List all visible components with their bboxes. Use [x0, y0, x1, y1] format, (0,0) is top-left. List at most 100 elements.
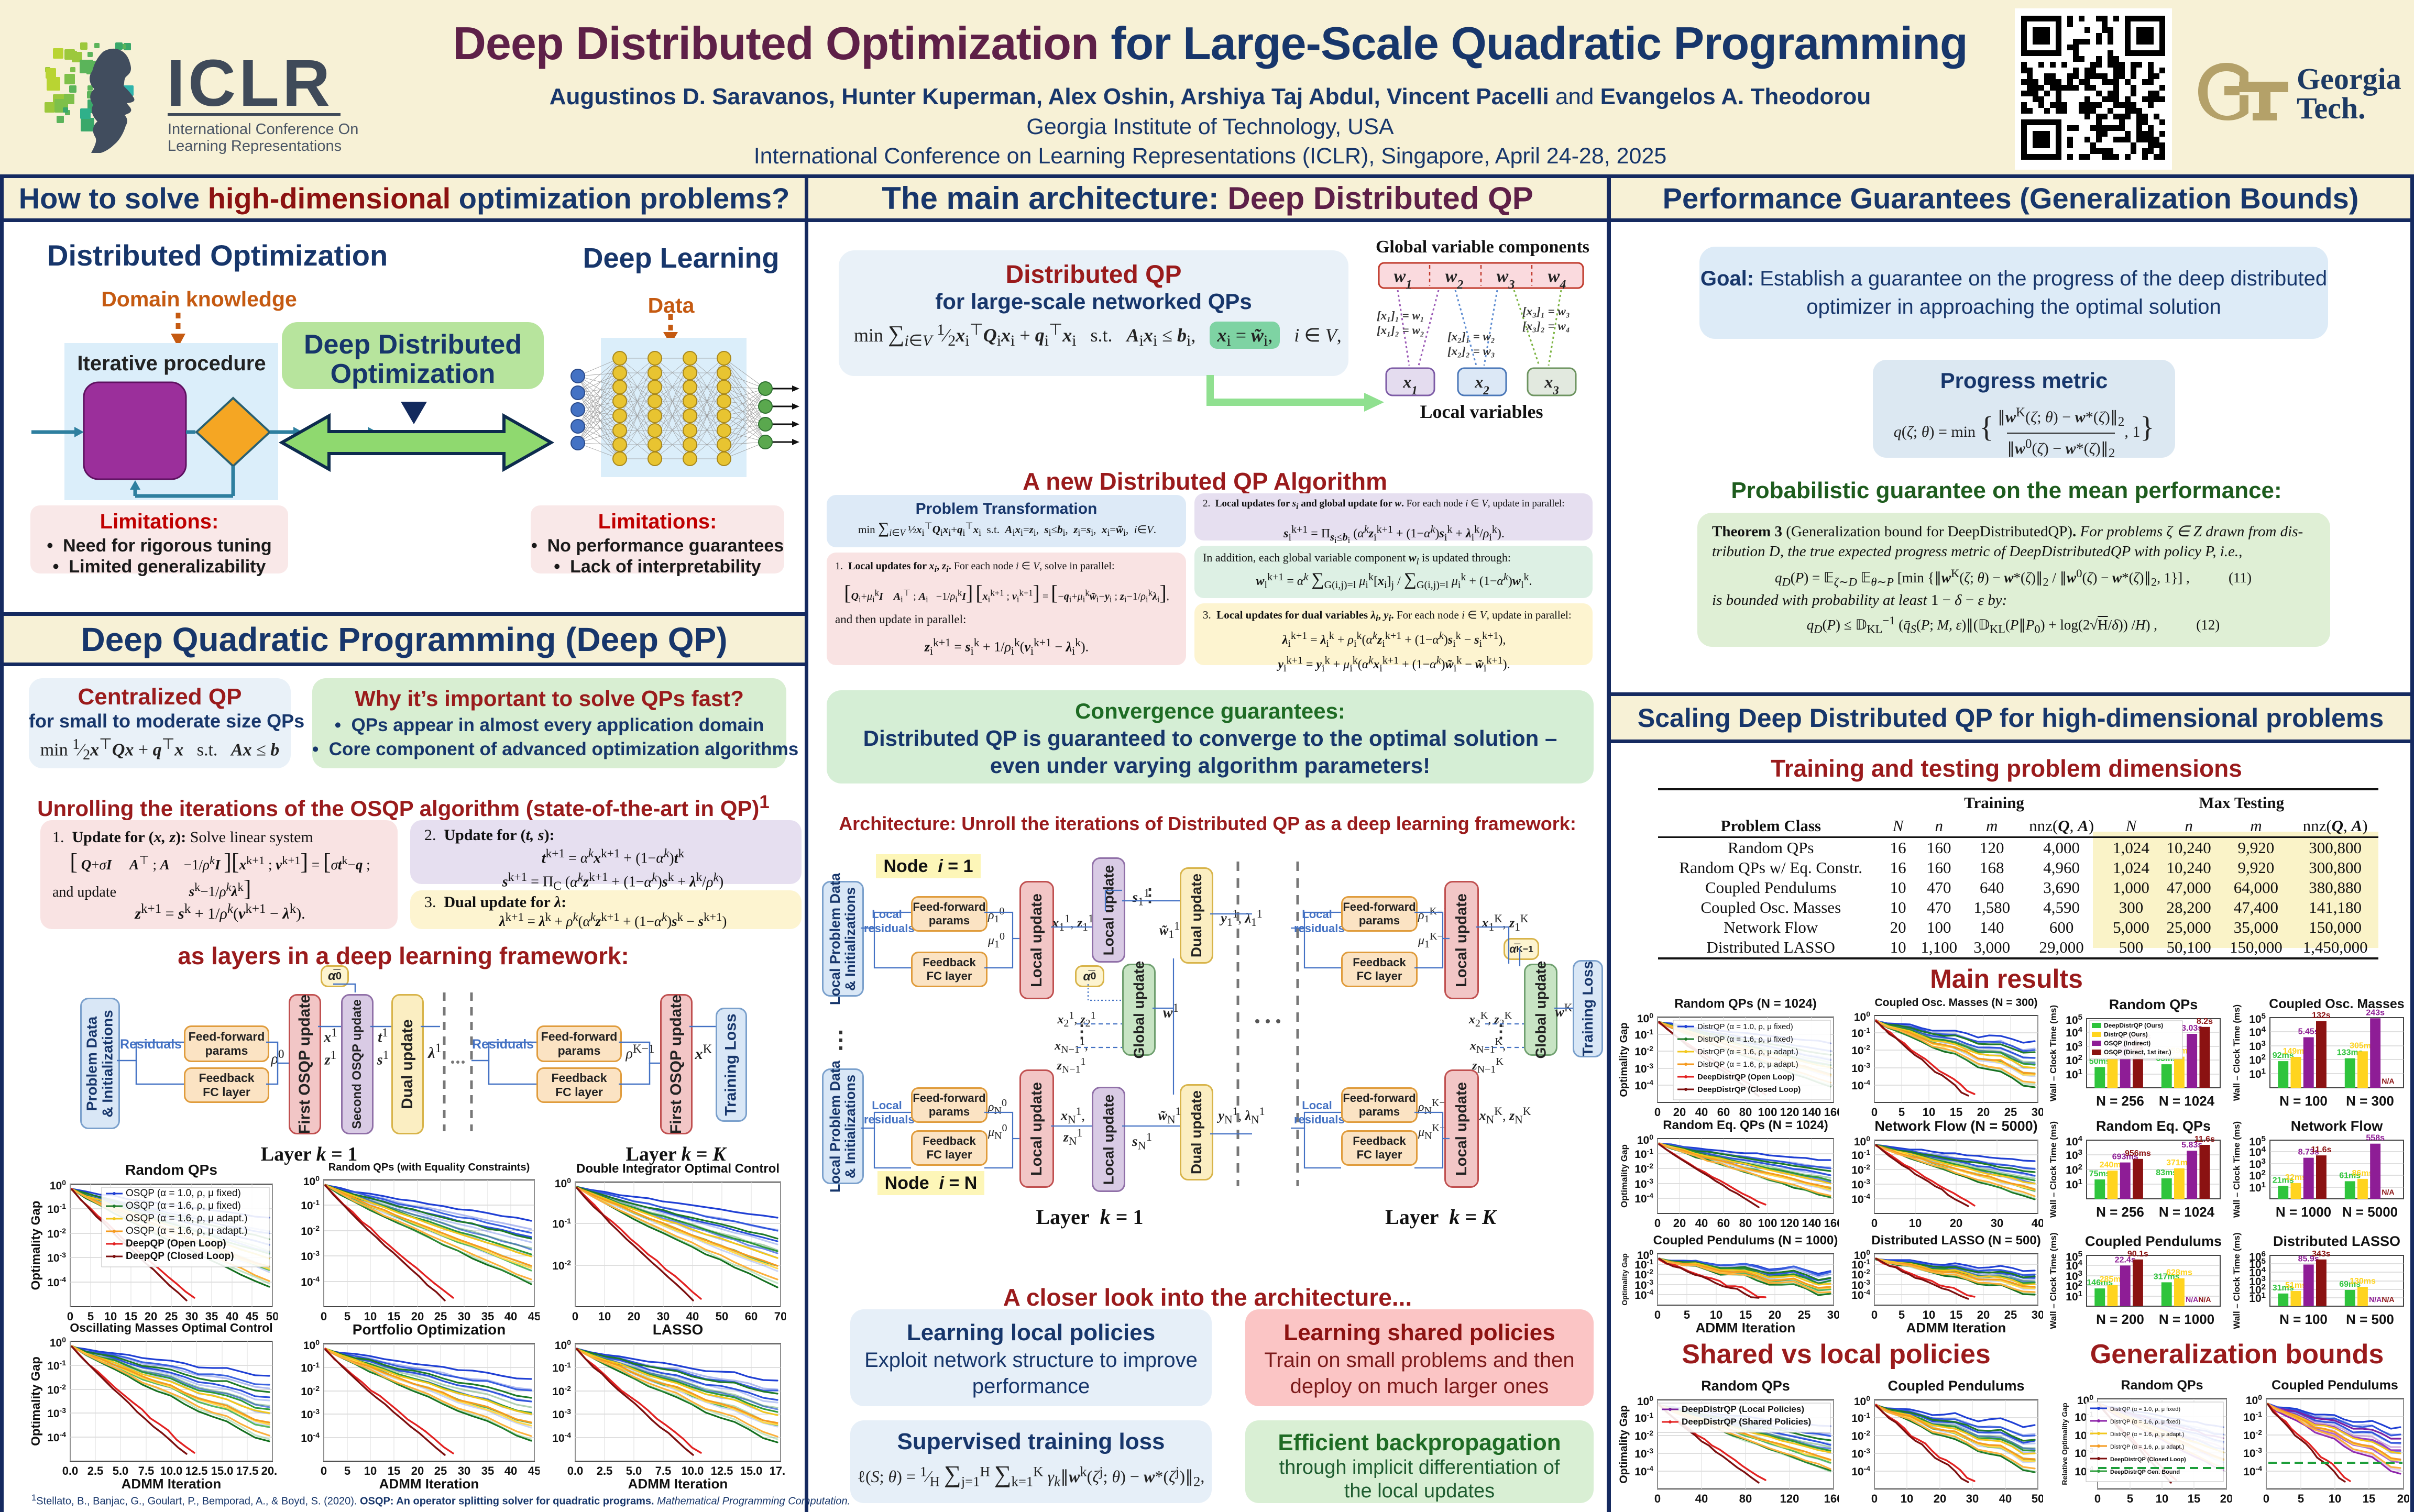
svg-text:10-2: 10-2	[1851, 1429, 1870, 1442]
svg-text:Wall – Clock Time (ms): Wall – Clock Time (ms)	[2048, 1121, 2058, 1218]
svg-text:10: 10	[598, 1310, 611, 1322]
svg-text:0: 0	[1654, 1106, 1661, 1118]
svg-text:50: 50	[266, 1310, 278, 1322]
svg-text:20: 20	[145, 1310, 157, 1322]
svg-text:DeepDistrQP (Ours): DeepDistrQP (Ours)	[2104, 1022, 2163, 1029]
svg-text:100: 100	[2246, 1393, 2262, 1407]
svg-text:30: 30	[2032, 1106, 2043, 1118]
svg-text:10-4: 10-4	[1851, 1078, 1870, 1092]
svg-text:Portfolio Optimization: Portfolio Optimization	[353, 1321, 506, 1338]
svg-text:20: 20	[1673, 1106, 1686, 1118]
svg-text:10: 10	[1923, 1308, 1935, 1321]
svg-text:[x₁]₂ = w₂: [x₁]₂ = w₂	[1377, 324, 1424, 337]
svg-text:[x₁]₁ = w₁: [x₁]₁ = w₁	[1377, 309, 1424, 322]
svg-text:20: 20	[1977, 1308, 1990, 1321]
svg-text:0: 0	[2094, 1492, 2101, 1505]
svg-text:69ms: 69ms	[2339, 1280, 2361, 1289]
svg-text:5.45s: 5.45s	[2298, 1028, 2319, 1036]
svg-text:Random Eq. QPs: Random Eq. QPs	[2096, 1118, 2211, 1134]
svg-text:160: 160	[1824, 1492, 1839, 1505]
svg-text:Wall – Clock Time (ms): Wall – Clock Time (ms)	[2232, 1005, 2242, 1101]
svg-text:10: 10	[1710, 1308, 1722, 1321]
svg-text:10-1: 10-1	[1851, 1148, 1870, 1162]
svg-text:10.0: 10.0	[160, 1464, 183, 1477]
svg-text:10-1: 10-1	[1634, 1257, 1653, 1271]
svg-text:20: 20	[1934, 1492, 1946, 1505]
svg-text:Random QPs (with Equality Cons: Random QPs (with Equality Constraints)	[328, 1162, 530, 1173]
svg-text:32ms: 32ms	[2285, 1173, 2307, 1182]
svg-text:558s: 558s	[2366, 1134, 2385, 1143]
svg-text:10-3: 10-3	[301, 1249, 320, 1263]
svg-text:101: 101	[2249, 1180, 2266, 1195]
svg-text:75ms: 75ms	[2089, 1169, 2111, 1178]
svg-text:N = 500: N = 500	[2346, 1311, 2394, 1327]
svg-text:30: 30	[1966, 1492, 1979, 1505]
svg-text:N = 300: N = 300	[2346, 1093, 2394, 1109]
svg-text:10-1: 10-1	[1634, 1028, 1653, 1041]
svg-text:50ms: 50ms	[2089, 1057, 2111, 1066]
svg-text:DistrQP (α = 1.6, ρ, μ adapt.: DistrQP (α = 1.6, ρ, μ adapt.)	[1697, 1060, 1798, 1069]
svg-text:Network Flow (N = 5000): Network Flow (N = 5000)	[1874, 1118, 2037, 1134]
svg-text:12.5: 12.5	[185, 1464, 208, 1477]
svg-text:10-3: 10-3	[1634, 1177, 1653, 1190]
svg-text:10: 10	[1909, 1217, 1922, 1229]
svg-text:10: 10	[2329, 1492, 2341, 1505]
svg-text:ADMM Iteration: ADMM Iteration	[1696, 1320, 1796, 1336]
svg-text:Random QPs: Random QPs	[2121, 1378, 2203, 1393]
svg-text:11.6s: 11.6s	[2194, 1135, 2215, 1144]
svg-text:15: 15	[2188, 1492, 2200, 1505]
svg-text:Wall – Clock Time (ms): Wall – Clock Time (ms)	[2048, 1005, 2058, 1101]
svg-text:60: 60	[745, 1310, 758, 1322]
svg-text:5.0: 5.0	[113, 1464, 129, 1477]
svg-text:DistrQP (Ours): DistrQP (Ours)	[2104, 1031, 2148, 1038]
svg-text:160: 160	[1824, 1106, 1839, 1118]
svg-text:130ms: 130ms	[2350, 1277, 2376, 1286]
svg-text:317ms: 317ms	[2154, 1272, 2180, 1281]
svg-text:20: 20	[1673, 1217, 1686, 1229]
svg-text:Coupled Pendulums: Coupled Pendulums	[2085, 1233, 2222, 1249]
svg-text:DistrQP (α = 1.6, ρ, μ adapt.: DistrQP (α = 1.6, ρ, μ adapt.)	[1697, 1047, 1798, 1056]
svg-text:103: 103	[2249, 1039, 2266, 1053]
svg-text:0: 0	[321, 1464, 327, 1477]
svg-text:40: 40	[1695, 1217, 1708, 1229]
svg-text:Optimality Gap: Optimality Gap	[1619, 1144, 1629, 1208]
svg-text:Double Integrator Optimal Cont: Double Integrator Optimal Control	[576, 1162, 780, 1176]
svg-text:N/A: N/A	[2369, 1295, 2382, 1304]
svg-text:DeepDistrQP (Open Loop): DeepDistrQP (Open Loop)	[1697, 1073, 1795, 1081]
svg-text:50: 50	[716, 1310, 728, 1322]
svg-text:10-1: 10-1	[1634, 1147, 1653, 1161]
svg-text:0: 0	[1654, 1217, 1661, 1229]
svg-text:Optimality Gap: Optimality Gap	[1620, 1253, 1629, 1306]
svg-text:10-4: 10-4	[1851, 1464, 1870, 1478]
svg-text:N = 100: N = 100	[2279, 1311, 2328, 1327]
svg-text:OSQP (Indirect): OSQP (Indirect)	[2104, 1040, 2150, 1047]
svg-text:OSQP (α = 1.0, ρ, μ fixed): OSQP (α = 1.0, ρ, μ fixed)	[126, 1188, 241, 1199]
svg-text:Random QPs: Random QPs	[1701, 1378, 1790, 1394]
svg-text:160: 160	[1824, 1217, 1839, 1229]
svg-text:0: 0	[2263, 1492, 2269, 1505]
svg-text:371ms: 371ms	[2166, 1158, 2192, 1167]
svg-text:Optimality Gap: Optimality Gap	[1619, 1022, 1630, 1097]
svg-text:25: 25	[434, 1310, 447, 1322]
svg-text:133ms: 133ms	[2337, 1049, 2363, 1057]
svg-text:2.5: 2.5	[87, 1464, 104, 1477]
svg-text:101: 101	[2066, 1067, 2082, 1081]
svg-text:10-4: 10-4	[2243, 1464, 2262, 1478]
svg-text:343s: 343s	[2312, 1250, 2331, 1259]
svg-text:17.5: 17.5	[236, 1464, 259, 1477]
svg-text:[x₂]₂ = w₃: [x₂]₂ = w₃	[1447, 345, 1495, 358]
svg-text:15: 15	[1950, 1308, 1962, 1321]
svg-text:DeepDistrQP (Local Policies): DeepDistrQP (Local Policies)	[1682, 1404, 1804, 1414]
svg-text:100: 100	[1637, 1394, 1653, 1408]
svg-text:0: 0	[1871, 1217, 1878, 1229]
svg-text:35: 35	[205, 1310, 218, 1322]
svg-text:International Conference On: International Conference On	[168, 121, 358, 138]
svg-text:628ms: 628ms	[2166, 1268, 2192, 1277]
svg-text:80: 80	[1739, 1217, 1752, 1229]
svg-text:100: 100	[1854, 1134, 1870, 1148]
svg-text:120: 120	[1780, 1217, 1799, 1229]
svg-text:2.5: 2.5	[597, 1464, 613, 1477]
svg-text:LASSO: LASSO	[653, 1321, 703, 1338]
svg-text:40: 40	[2032, 1217, 2043, 1229]
svg-text:100: 100	[1637, 1011, 1653, 1025]
